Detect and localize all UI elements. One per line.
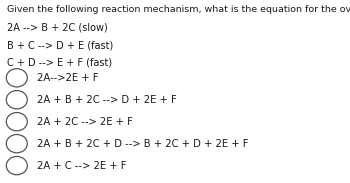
Text: B + C --> D + E (fast): B + C --> D + E (fast) (7, 40, 113, 50)
Text: 2A + C --> 2E + F: 2A + C --> 2E + F (37, 161, 126, 171)
Text: 2A + B + 2C --> D + 2E + F: 2A + B + 2C --> D + 2E + F (37, 95, 176, 105)
Text: 2A + 2C --> 2E + F: 2A + 2C --> 2E + F (37, 117, 133, 127)
Text: Given the following reaction mechanism, what is the equation for the overall rea: Given the following reaction mechanism, … (7, 5, 350, 14)
Text: 2A + B + 2C + D --> B + 2C + D + 2E + F: 2A + B + 2C + D --> B + 2C + D + 2E + F (37, 139, 248, 149)
Text: C + D --> E + F (fast): C + D --> E + F (fast) (7, 58, 112, 68)
Text: 2A --> B + 2C (slow): 2A --> B + 2C (slow) (7, 23, 108, 33)
Text: 2A-->2E + F: 2A-->2E + F (37, 73, 98, 83)
